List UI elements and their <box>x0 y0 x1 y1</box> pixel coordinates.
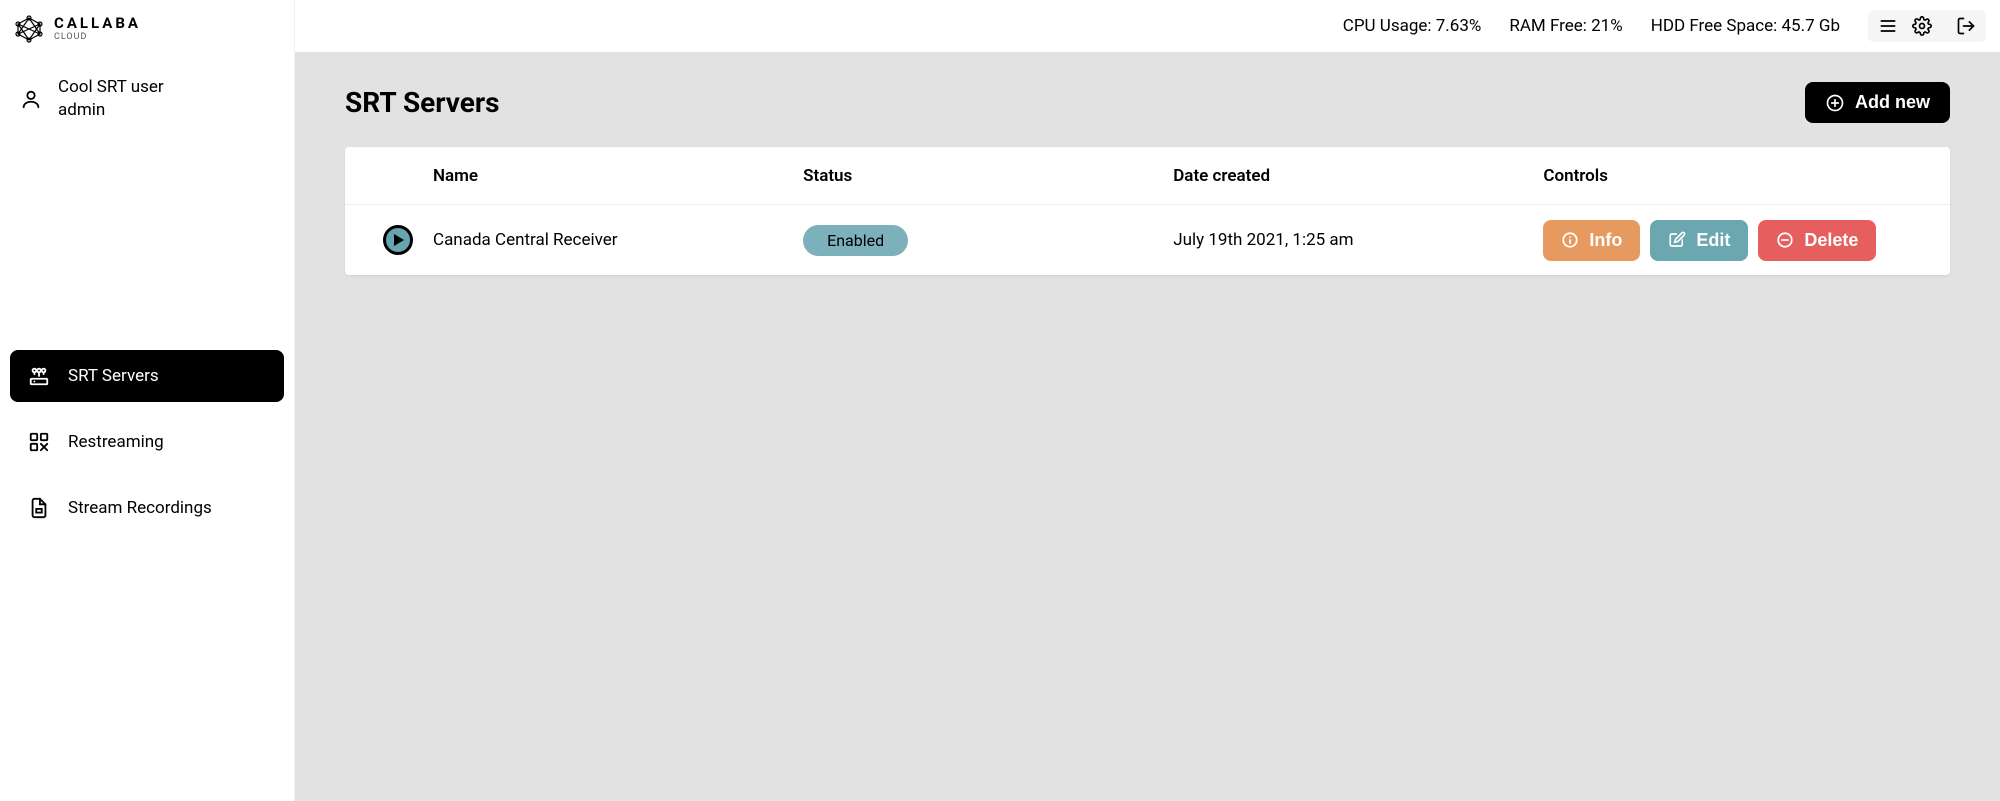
col-name: Name <box>433 166 803 186</box>
minus-circle-icon <box>1776 231 1794 249</box>
nav: SRT Servers Restreaming Stream Recording… <box>0 350 294 534</box>
info-button[interactable]: Info <box>1543 220 1640 261</box>
delete-button[interactable]: Delete <box>1758 220 1876 261</box>
col-date: Date created <box>1173 166 1543 186</box>
col-status: Status <box>803 166 1173 186</box>
sidebar: CALLABA CLOUD Cool SRT user admin SRT Se… <box>0 0 295 801</box>
restreaming-icon <box>28 431 50 453</box>
sidebar-item-restreaming[interactable]: Restreaming <box>10 416 284 468</box>
brand-name: CALLABA <box>54 16 141 31</box>
logo[interactable]: CALLABA CLOUD <box>0 0 294 58</box>
status-badge: Enabled <box>803 225 908 256</box>
content: SRT Servers Add new Name Status Date cre… <box>295 52 2000 801</box>
server-name: Canada Central Receiver <box>433 230 803 250</box>
system-stats: CPU Usage: 7.63% RAM Free: 21% HDD Free … <box>1343 16 1840 36</box>
play-icon[interactable] <box>383 225 413 255</box>
user-line1: Cool SRT user <box>58 76 164 99</box>
user-icon <box>20 88 42 110</box>
table-header: Name Status Date created Controls <box>345 147 1950 205</box>
logo-icon <box>14 14 44 44</box>
brand-sub: CLOUD <box>54 33 141 42</box>
page-title: SRT Servers <box>345 86 500 119</box>
servers-icon <box>28 365 50 387</box>
edit-icon <box>1668 231 1686 249</box>
logout-icon[interactable] <box>1956 16 1976 36</box>
info-icon <box>1561 231 1579 249</box>
add-new-label: Add new <box>1855 92 1930 113</box>
date-created: July 19th 2021, 1:25 am <box>1173 230 1543 250</box>
topbar-icon-group <box>1868 10 1986 42</box>
servers-table: Name Status Date created Controls Canada… <box>345 147 1950 275</box>
menu-icon[interactable] <box>1878 16 1898 36</box>
add-new-button[interactable]: Add new <box>1805 82 1950 123</box>
sidebar-item-label: Restreaming <box>68 432 164 452</box>
main: CPU Usage: 7.63% RAM Free: 21% HDD Free … <box>295 0 2000 801</box>
gear-icon[interactable] <box>1912 16 1932 36</box>
sidebar-item-stream-recordings[interactable]: Stream Recordings <box>10 482 284 534</box>
col-controls: Controls <box>1543 166 1932 186</box>
hdd-free: HDD Free Space: 45.7 Gb <box>1651 16 1840 36</box>
user-block[interactable]: Cool SRT user admin <box>0 58 294 140</box>
cpu-usage: CPU Usage: 7.63% <box>1343 16 1482 36</box>
sidebar-item-srt-servers[interactable]: SRT Servers <box>10 350 284 402</box>
topbar: CPU Usage: 7.63% RAM Free: 21% HDD Free … <box>295 0 2000 52</box>
plus-circle-icon <box>1825 93 1845 113</box>
recordings-icon <box>28 497 50 519</box>
table-row: Canada Central Receiver Enabled July 19t… <box>345 205 1950 275</box>
sidebar-item-label: Stream Recordings <box>68 498 212 518</box>
ram-free: RAM Free: 21% <box>1509 16 1622 36</box>
edit-button[interactable]: Edit <box>1650 220 1748 261</box>
user-line2: admin <box>58 99 164 122</box>
sidebar-item-label: SRT Servers <box>68 366 159 386</box>
